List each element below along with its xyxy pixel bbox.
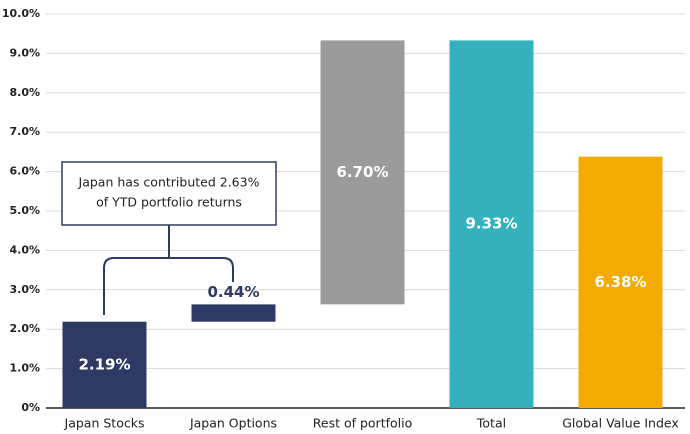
y-tick-label: 5.0%: [9, 204, 40, 217]
annotation-bracket: [103, 225, 234, 315]
x-tick-label: Japan Options: [189, 416, 277, 431]
y-tick-label: 9.0%: [9, 46, 40, 59]
value-label: 2.19%: [78, 355, 130, 373]
bar: [191, 304, 276, 322]
x-tick-label: Rest of portfolio: [313, 416, 413, 431]
y-tick-label: 0%: [21, 401, 40, 414]
y-tick-label: 1.0%: [9, 362, 40, 375]
y-tick-label: 3.0%: [9, 283, 40, 296]
y-tick-label: 10.0%: [2, 7, 40, 20]
annotation-text: of YTD portfolio returns: [96, 195, 242, 210]
y-tick-label: 7.0%: [9, 125, 40, 138]
annotation-text: Japan has contributed 2.63%: [78, 175, 260, 190]
y-tick-label: 4.0%: [9, 243, 40, 256]
x-tick-label: Japan Stocks: [64, 416, 145, 431]
annotation-box: [61, 161, 277, 226]
value-label: 6.70%: [336, 163, 388, 181]
y-tick-label: 8.0%: [9, 86, 40, 99]
x-tick-label: Total: [476, 416, 506, 431]
x-tick-label: Global Value Index: [562, 416, 679, 431]
value-label: 9.33%: [465, 215, 517, 233]
value-label: 6.38%: [594, 273, 646, 291]
value-label: 0.44%: [207, 283, 259, 301]
y-tick-label: 6.0%: [9, 165, 40, 178]
bar: [578, 156, 663, 408]
bar: [449, 40, 534, 408]
y-tick-label: 2.0%: [9, 322, 40, 335]
bar: [62, 321, 147, 408]
bar: [320, 40, 405, 305]
